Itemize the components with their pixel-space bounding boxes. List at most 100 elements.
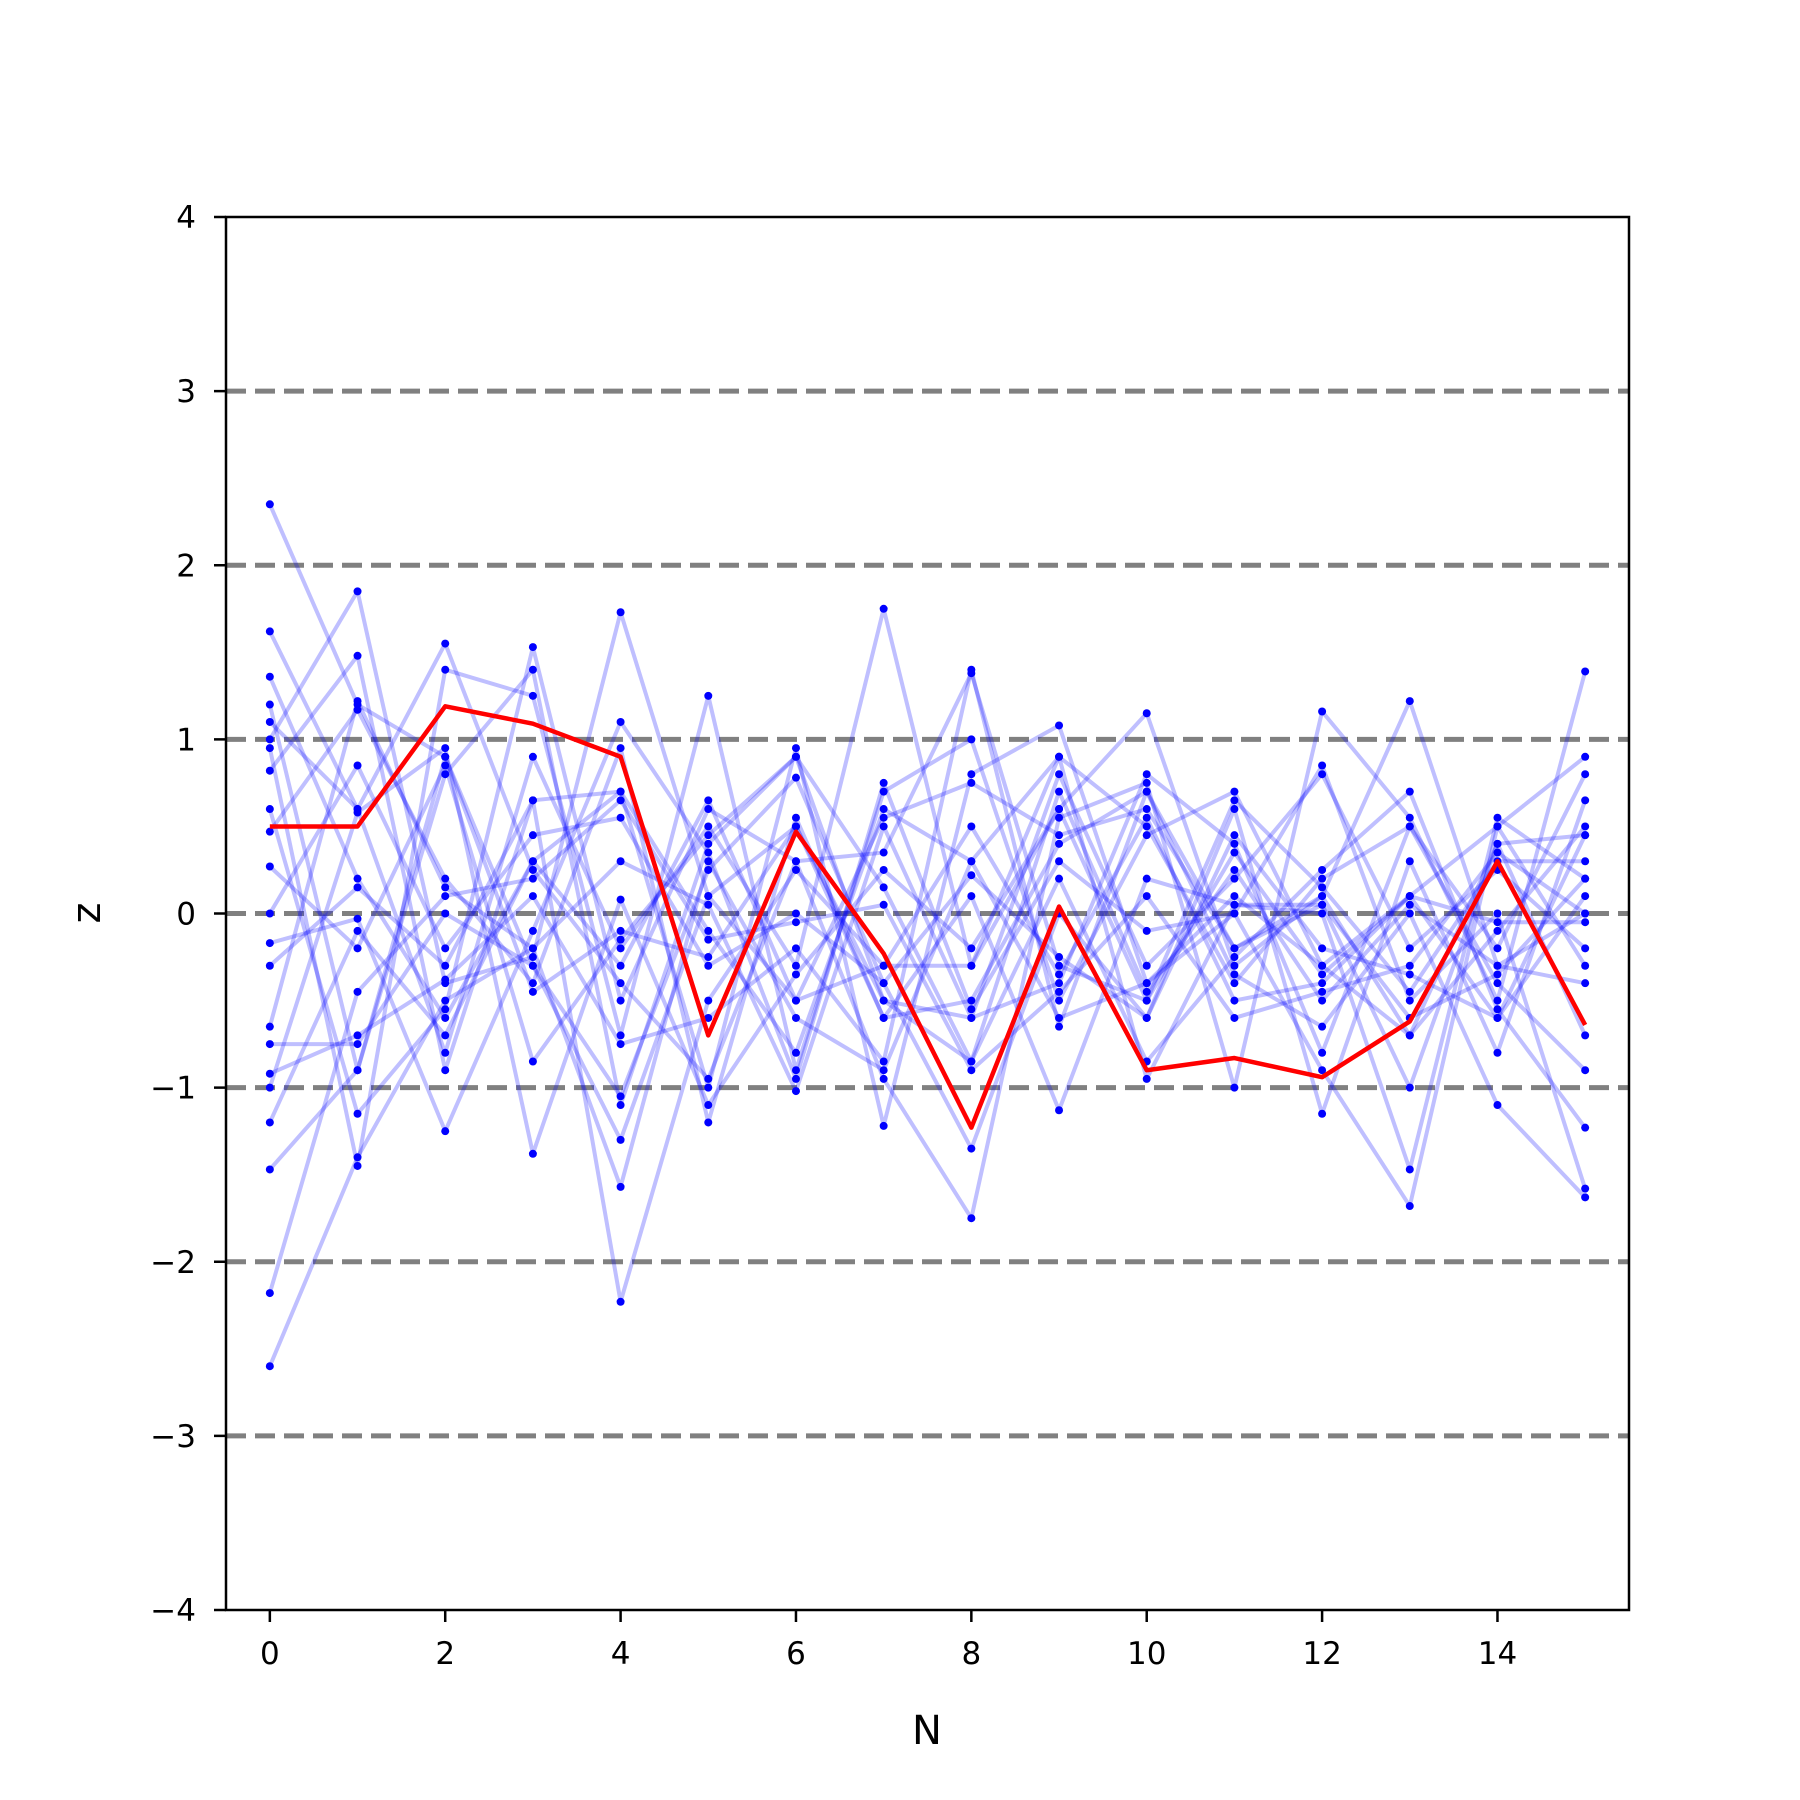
sample-point	[353, 808, 362, 817]
sample-point	[1318, 761, 1327, 770]
sample-point	[265, 1022, 274, 1031]
sample-point	[1142, 822, 1151, 831]
sample-series-line	[268, 780, 1587, 1124]
sample-point	[616, 961, 625, 970]
sample-point	[528, 944, 537, 953]
sample-point	[791, 813, 800, 822]
y-axis-ticks: −4 −3 −2 −1 0 1 2 3 4	[150, 200, 226, 1629]
sample-point	[1493, 979, 1502, 988]
sample-point	[441, 770, 450, 779]
y-tick-label: −4	[150, 1593, 196, 1629]
sample-point	[967, 770, 976, 779]
sample-point	[791, 1074, 800, 1083]
sample-point	[967, 961, 976, 970]
sample-point	[616, 1101, 625, 1110]
sample-point	[1230, 909, 1239, 918]
sample-point	[1405, 1202, 1414, 1211]
highlight-series	[269, 704, 1588, 1130]
sample-point	[1405, 987, 1414, 996]
sample-point	[265, 1289, 274, 1298]
sample-point	[265, 735, 274, 744]
sample-point	[879, 813, 888, 822]
sample-point	[528, 953, 537, 962]
sample-point	[528, 1057, 537, 1066]
sample-point	[879, 1057, 888, 1066]
x-tick-label: 0	[260, 1636, 280, 1672]
sample-point	[1055, 996, 1064, 1005]
sample-point	[1055, 874, 1064, 883]
sample-point	[441, 892, 450, 901]
sample-point	[1055, 813, 1064, 822]
sample-point	[704, 839, 713, 848]
sample-point	[791, 773, 800, 782]
sample-point	[1055, 1013, 1064, 1022]
sample-point	[1318, 1022, 1327, 1031]
sample-point	[967, 892, 976, 901]
sample-point	[1142, 1074, 1151, 1083]
sample-series-line	[267, 667, 1586, 1168]
sample-point	[1581, 1184, 1590, 1193]
sample-point	[265, 766, 274, 775]
sample-point	[1493, 1005, 1502, 1014]
sample-point	[1318, 1048, 1327, 1057]
sample-point	[1142, 831, 1151, 840]
sample-point	[1318, 944, 1327, 953]
sample-point	[1055, 857, 1064, 866]
sample-point	[1405, 697, 1414, 706]
sample-point	[1142, 892, 1151, 901]
sample-point	[879, 778, 888, 787]
sample-point	[1055, 1022, 1064, 1031]
sample-series-line	[268, 503, 1587, 1142]
sample-point	[265, 805, 274, 814]
sample-point	[1142, 813, 1151, 822]
sample-point	[704, 822, 713, 831]
sample-point	[1230, 900, 1239, 909]
sample-point	[528, 643, 537, 652]
sample-point	[265, 744, 274, 753]
sample-point	[1581, 1193, 1590, 1202]
sample-point	[441, 1066, 450, 1075]
sample-point	[1405, 787, 1414, 796]
sample-point	[967, 778, 976, 787]
sample-series-line	[268, 641, 1586, 1081]
sample-point	[616, 608, 625, 617]
sample-point	[1055, 839, 1064, 848]
sample-point	[1055, 970, 1064, 979]
sample-point	[441, 1013, 450, 1022]
sample-point	[1055, 961, 1064, 970]
sample-point	[1230, 805, 1239, 814]
sample-point	[1142, 709, 1151, 718]
sample-point	[1230, 1013, 1239, 1022]
x-tick-label: 12	[1302, 1636, 1341, 1672]
y-axis-label: z	[64, 903, 110, 924]
sample-point	[1142, 961, 1151, 970]
sample-point	[879, 1121, 888, 1130]
sample-point	[1493, 822, 1502, 831]
sample-point	[791, 961, 800, 970]
sample-series-line	[269, 775, 1587, 1151]
x-tick-label: 8	[961, 1636, 981, 1672]
reference-lines	[226, 388, 1629, 1439]
sample-point	[441, 639, 450, 648]
y-tick-label: 4	[176, 200, 196, 236]
sample-series-line	[268, 763, 1588, 1116]
sample-point	[1142, 996, 1151, 1005]
sample-point	[791, 1013, 800, 1022]
sample-point	[265, 961, 274, 970]
sample-point	[1230, 970, 1239, 979]
sample-point	[1230, 839, 1239, 848]
sample-point	[1055, 831, 1064, 840]
sample-series-lines	[267, 503, 1588, 1367]
sample-point	[791, 996, 800, 1005]
sample-point	[616, 935, 625, 944]
sample-point	[1055, 979, 1064, 988]
sample-point	[353, 1109, 362, 1118]
sample-point	[528, 831, 537, 840]
sample-point	[879, 1066, 888, 1075]
sample-series-line	[268, 589, 1587, 1003]
sample-point	[265, 672, 274, 681]
sample-point	[616, 744, 625, 753]
sample-point	[1142, 987, 1151, 996]
sample-point	[441, 665, 450, 674]
sample-point	[1318, 961, 1327, 970]
